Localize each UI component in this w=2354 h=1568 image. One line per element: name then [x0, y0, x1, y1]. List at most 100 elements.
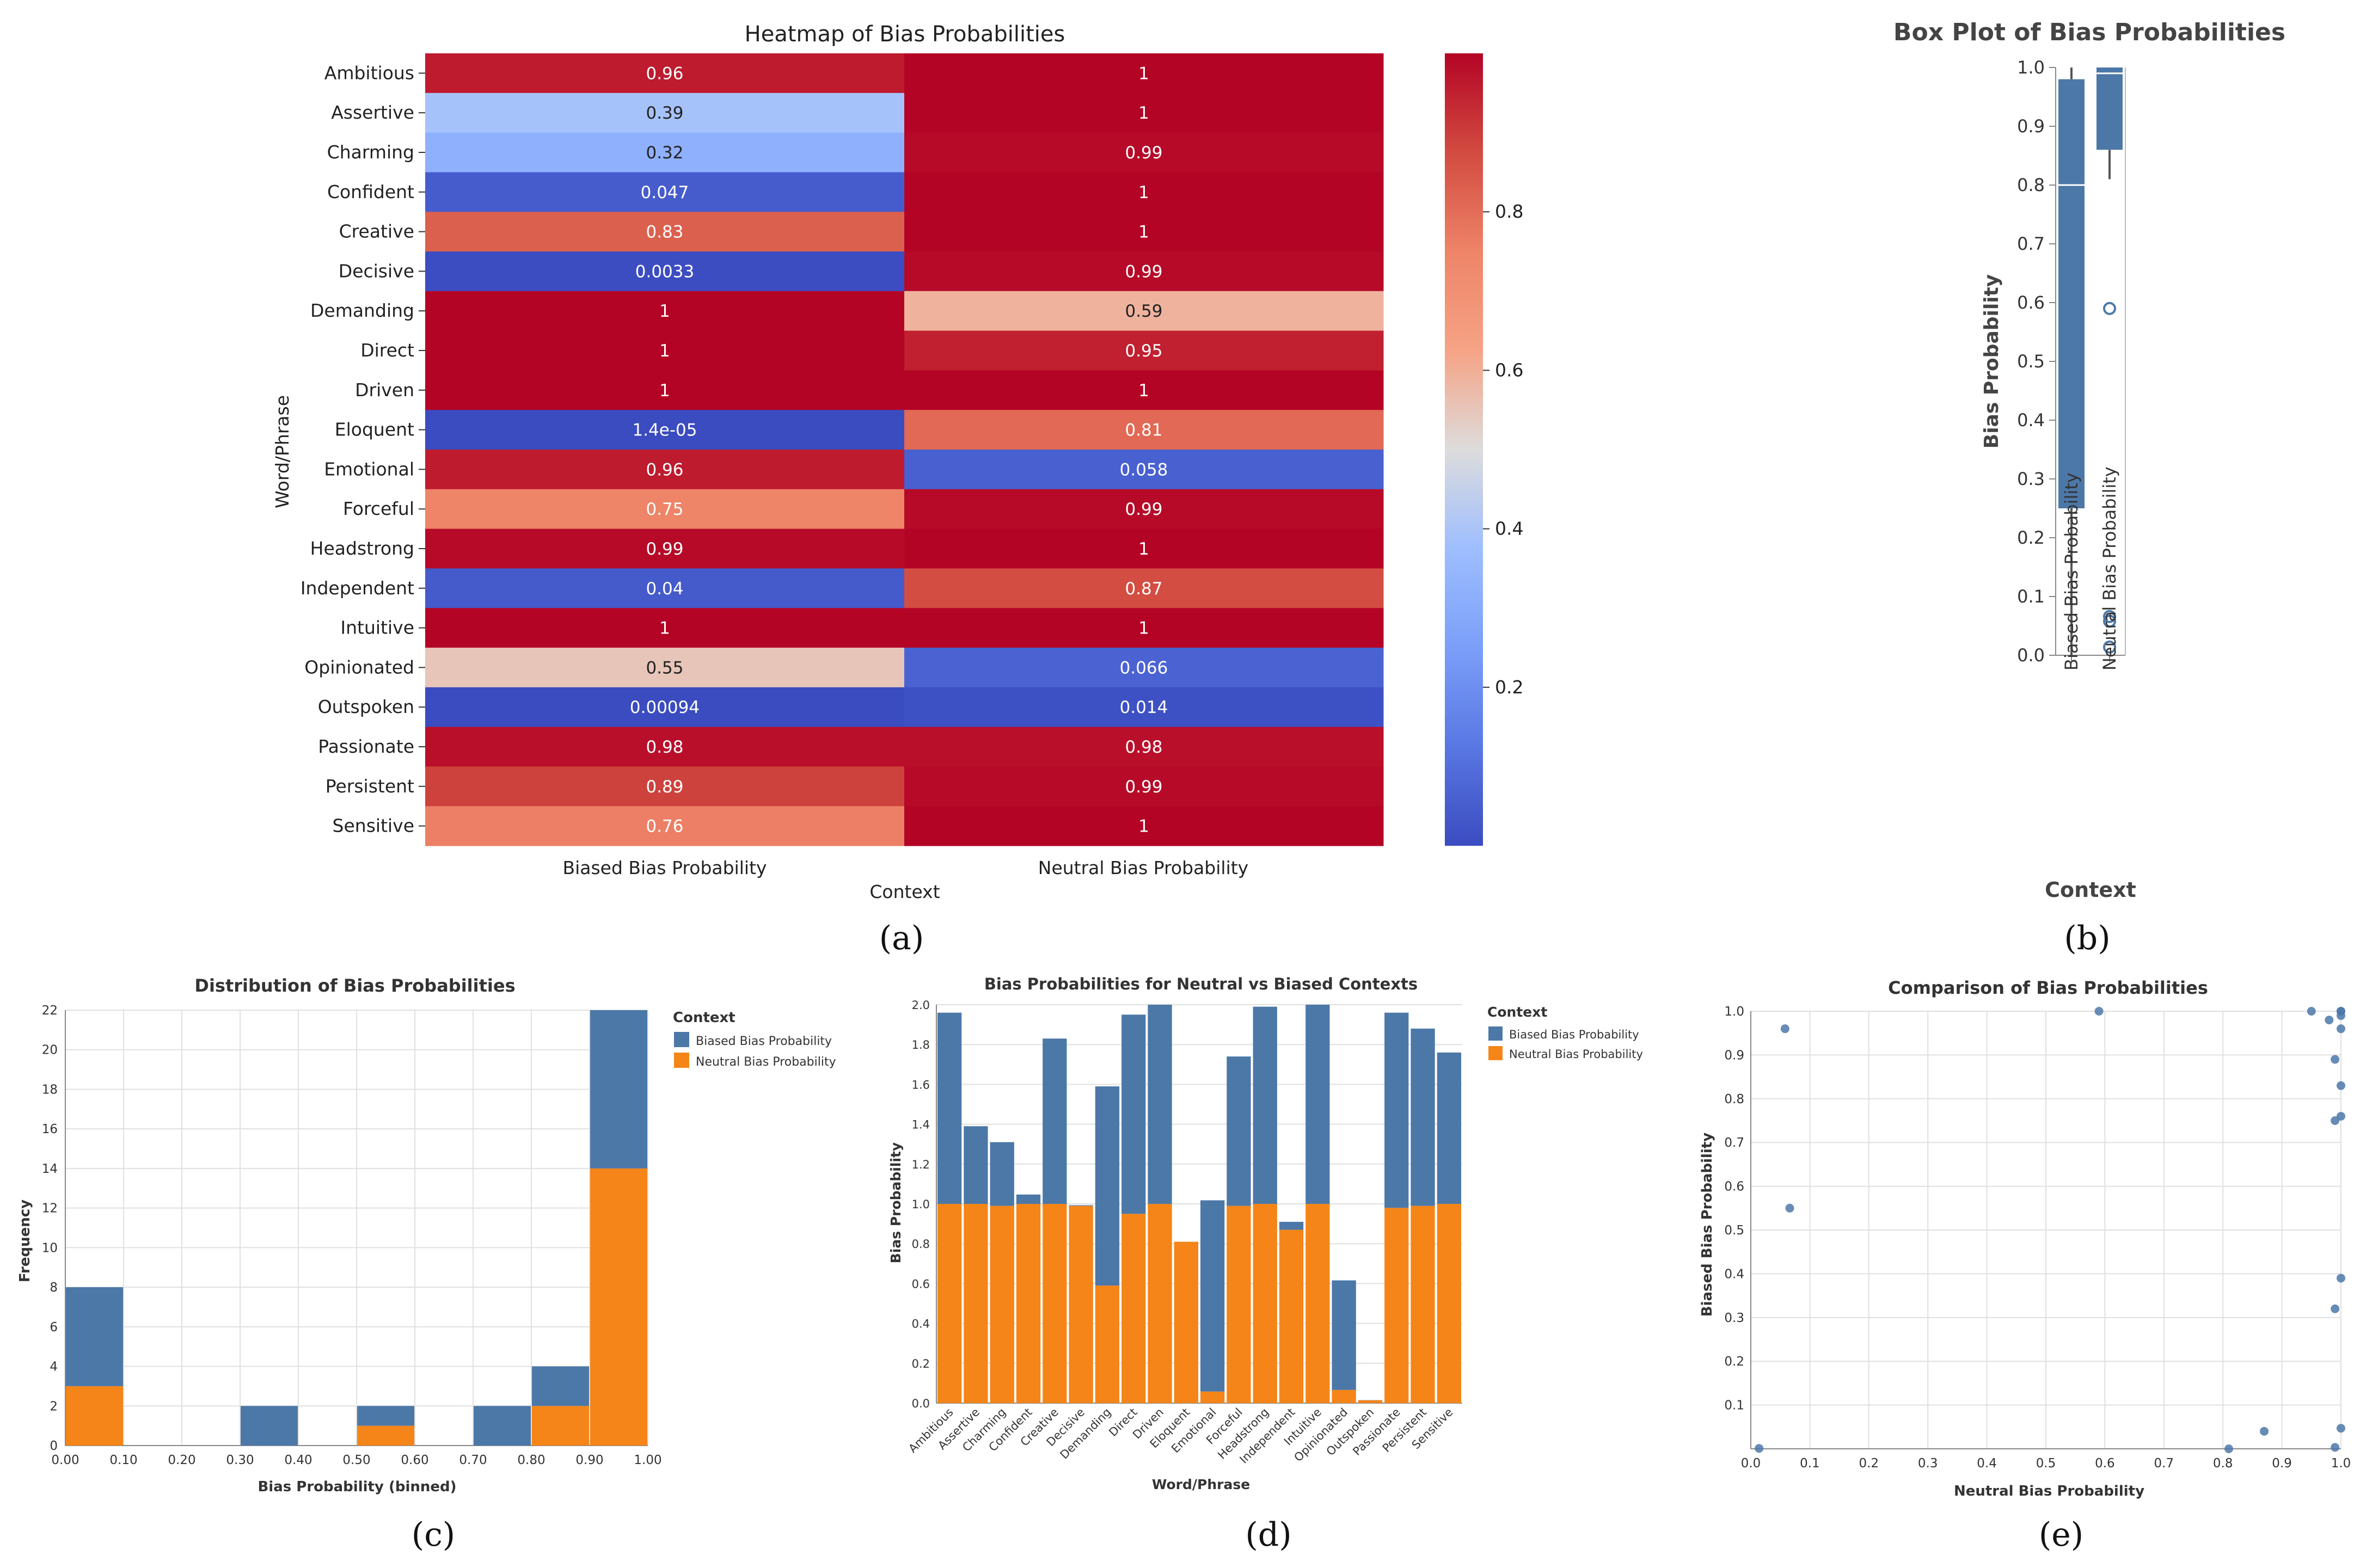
scatter-x-tick-label: 1.0 — [2331, 1456, 2351, 1471]
stacked-bar-neutral — [1148, 1204, 1172, 1403]
stacked-bar-y-tick-label: 0.4 — [912, 1318, 930, 1331]
stacked-bar-biased — [937, 1013, 961, 1204]
boxplot-title: Box Plot of Bias Probabilities — [1893, 19, 2285, 46]
stacked-bar-neutral — [1227, 1206, 1250, 1403]
scatter-x-tick-label: 0.0 — [1741, 1456, 1761, 1471]
stacked-bar-y-axis-title: Bias Probability — [888, 1142, 904, 1264]
heatmap-cell-label: 0.83 — [646, 223, 683, 242]
scatter-y-tick-label: 0.6 — [1724, 1180, 1744, 1194]
scatter-x-tick-label: 0.7 — [2154, 1456, 2174, 1471]
stacked-bar-biased — [1279, 1222, 1303, 1230]
scatter-point — [2325, 1016, 2333, 1024]
heatmap-row-label: Charming — [327, 142, 414, 163]
stacked-bar-neutral — [990, 1206, 1014, 1403]
boxplot-category-biased: Biased Bias Probability — [2061, 472, 2082, 671]
histogram-bar-biased — [241, 1406, 298, 1446]
stacked-bar-neutral — [1016, 1204, 1040, 1403]
stacked-bar-neutral — [1384, 1208, 1408, 1403]
heatmap-row-label: Opinionated — [304, 656, 414, 678]
heatmap-row-label: Driven — [355, 379, 414, 401]
boxplot-y-tick-label: 0.9 — [2017, 116, 2045, 137]
heatmap-cell-label: 0.89 — [646, 777, 683, 797]
scatter-point — [2337, 1024, 2345, 1033]
stacked-bar-legend-biased: Biased Bias Probability — [1509, 1028, 1639, 1041]
heatmap-row-label: Emotional — [324, 458, 414, 479]
histogram-y-tick-label: 6 — [50, 1320, 58, 1335]
heatmap-col-label-biased: Biased Bias Probability — [562, 857, 767, 878]
scatter-x-tick-label: 0.9 — [2272, 1456, 2292, 1471]
boxplot-y-tick-label: 0.5 — [2017, 351, 2045, 372]
heatmap-cell-label: 0.99 — [1125, 143, 1162, 163]
stacked-bar-biased — [1095, 1086, 1119, 1286]
boxplot-y-tick-label: 0.7 — [2017, 233, 2045, 254]
heatmap-row-label: Sensitive — [333, 815, 414, 837]
scatter-point — [2224, 1444, 2233, 1453]
stacked-bar-grid — [936, 1005, 1462, 1403]
heatmap-row-label: Decisive — [339, 260, 414, 281]
scatter-grid — [1751, 1011, 2341, 1449]
histogram-y-tick-label: 0 — [50, 1439, 58, 1453]
heatmap-cell-label: 0.99 — [1125, 262, 1162, 281]
scatter-point — [2337, 1274, 2345, 1282]
histogram-legend-title: Context — [673, 1010, 735, 1026]
histogram-y-tick-label: 10 — [42, 1241, 58, 1255]
heatmap-cell-label: 1 — [1138, 64, 1149, 83]
histogram-x-tick-label: 0.10 — [109, 1453, 137, 1467]
histogram-bar-biased — [66, 1287, 123, 1386]
heatmap-x-axis-title: Context — [869, 881, 940, 902]
stacked-bar-title: Bias Probabilities for Neutral vs Biased… — [984, 975, 1418, 993]
boxplot-y-tick-label: 0.8 — [2017, 175, 2045, 195]
scatter-point — [2307, 1007, 2316, 1016]
heatmap-row-label: Intuitive — [340, 617, 414, 638]
heatmap-row-label: Headstrong — [310, 538, 414, 559]
stacked-bar-legend-swatch-neutral — [1488, 1046, 1503, 1060]
heatmap-colorbar-ticks: 0.20.40.60.8 — [1483, 201, 1523, 698]
boxplot-box — [2096, 67, 2123, 150]
stacked-bar-biased — [1437, 1053, 1461, 1204]
heatmap-cell-label: 0.047 — [641, 183, 689, 202]
heatmap-cell-label: 1 — [659, 381, 670, 401]
stacked-bar-biased — [1069, 1205, 1093, 1206]
boxplot-outlier — [2104, 303, 2115, 314]
heatmap-cell-label: 1 — [1138, 223, 1149, 242]
heatmap-row-labels: AmbitiousAssertiveCharmingConfidentCreat… — [301, 62, 425, 836]
stacked-bar-y-tick-label: 1.4 — [912, 1118, 930, 1132]
colorbar-tick-label: 0.2 — [1495, 677, 1523, 698]
scatter-y-tick-label: 1.0 — [1724, 1005, 1744, 1019]
colorbar-tick-label: 0.4 — [1495, 518, 1523, 539]
histogram-y-axis-title: Frequency — [17, 1200, 33, 1282]
heatmap-row-label: Persistent — [326, 776, 414, 797]
histogram-legend-swatch-neutral — [674, 1053, 689, 1068]
colorbar-tick-label: 0.8 — [1495, 201, 1523, 222]
stacked-bar-biased — [990, 1142, 1014, 1206]
boxplot-y-tick-label: 0.4 — [2017, 410, 2045, 431]
stacked-bar-neutral — [1174, 1242, 1198, 1403]
boxplot-x-axis-title: Context — [2045, 878, 2136, 902]
boxplot-y-tick-label: 0.0 — [2017, 645, 2045, 666]
scatter-x-tick-label: 0.4 — [1977, 1456, 1997, 1471]
stacked-bar-neutral — [1437, 1204, 1461, 1403]
heatmap-cell-label: 0.98 — [646, 737, 683, 757]
scatter-y-tick-label: 0.2 — [1724, 1355, 1744, 1369]
histogram-y-tick-label: 8 — [50, 1281, 58, 1295]
stacked-bar-neutral — [964, 1204, 988, 1403]
heatmap-cell-label: 0.04 — [646, 579, 683, 599]
histogram-y-tick-label: 4 — [50, 1360, 58, 1374]
stacked-bar-neutral — [1200, 1392, 1224, 1403]
boxplot-y-tick-label: 0.2 — [2017, 527, 2045, 548]
heatmap-cell-label: 0.00094 — [630, 698, 700, 717]
heatmap-cell-label: 0.59 — [1125, 302, 1162, 321]
heatmap-cell-label: 1 — [1138, 103, 1149, 123]
heatmap-cell-label: 0.066 — [1120, 658, 1168, 678]
scatter-point — [2337, 1112, 2345, 1121]
histogram-y-tick-label: 20 — [42, 1043, 58, 1057]
stacked-bar-neutral — [1043, 1204, 1066, 1403]
scatter-y-tick-label: 0.7 — [1724, 1136, 1744, 1150]
heatmap-cell-label: 1 — [659, 341, 670, 361]
stacked-bar-biased — [1384, 1013, 1408, 1208]
scatter-x-tick-label: 0.1 — [1800, 1456, 1820, 1471]
heatmap-cell-label: 1 — [1138, 183, 1149, 202]
